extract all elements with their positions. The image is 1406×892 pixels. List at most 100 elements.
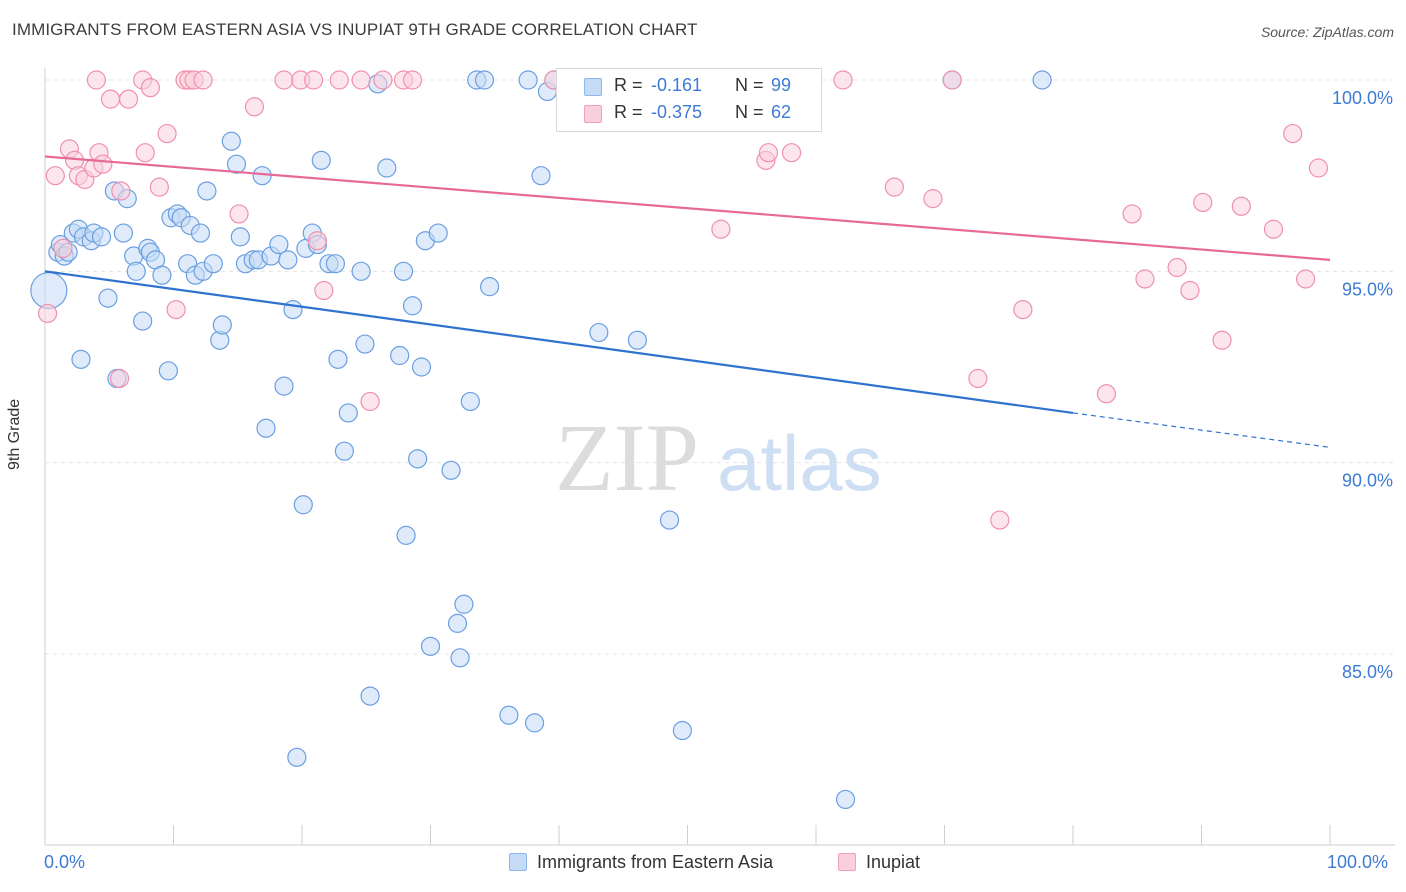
data-point xyxy=(283,300,303,320)
data-point xyxy=(411,357,432,377)
y-tick-label: 85.0% xyxy=(1342,662,1393,682)
data-point xyxy=(355,334,375,354)
data-point xyxy=(474,70,495,90)
data-point xyxy=(518,70,538,90)
watermark-zip: ZIP xyxy=(555,404,699,511)
data-point xyxy=(968,368,988,389)
data-point xyxy=(30,271,68,310)
data-point xyxy=(1295,269,1316,289)
data-point xyxy=(1122,204,1142,224)
data-point xyxy=(158,361,178,381)
data-point xyxy=(126,261,146,281)
data-point xyxy=(140,78,160,98)
chart-title: IMMIGRANTS FROM EASTERN ASIA VS INUPIAT … xyxy=(12,20,698,39)
data-point xyxy=(100,89,121,109)
data-point xyxy=(402,70,423,90)
data-point xyxy=(360,686,380,706)
data-point xyxy=(314,280,334,301)
data-point xyxy=(86,70,107,90)
y-tick-label: 90.0% xyxy=(1342,471,1393,491)
gridlines xyxy=(45,79,1395,655)
data-point xyxy=(229,204,249,224)
legend-n-value-eastern-asia: 99 xyxy=(771,75,792,95)
data-point xyxy=(589,322,609,343)
data-point xyxy=(1308,158,1329,178)
y-tick-label: 95.0% xyxy=(1342,279,1393,299)
legend-r-label: R = xyxy=(614,75,643,95)
legend-n-label: N = xyxy=(735,75,764,95)
data-point xyxy=(402,296,423,316)
data-point xyxy=(672,720,692,741)
data-point xyxy=(441,460,461,480)
data-point xyxy=(360,391,380,412)
legend-r-value-inupiat: -0.375 xyxy=(651,102,703,122)
data-point xyxy=(334,441,355,461)
bottom-legend-swatch-inupiat xyxy=(838,853,856,871)
data-point xyxy=(942,70,962,90)
series-inupiat xyxy=(37,70,1329,530)
data-point xyxy=(93,154,113,174)
y-tick-label: 100.0% xyxy=(1332,88,1393,108)
bottom-legend-inupiat: Inupiat xyxy=(838,852,920,873)
data-point xyxy=(157,123,177,144)
data-point xyxy=(1263,219,1284,239)
y-tick-labels: 100.0% 95.0% 90.0% 85.0% xyxy=(1332,88,1393,682)
data-point xyxy=(351,70,371,90)
data-point xyxy=(256,418,276,438)
legend-swatch-inupiat xyxy=(584,105,602,123)
data-point xyxy=(373,70,393,90)
data-point xyxy=(133,311,153,331)
x-tick-label-max: 100.0% xyxy=(1327,852,1389,872)
data-point xyxy=(923,189,943,209)
data-point xyxy=(377,158,397,178)
data-point xyxy=(990,510,1010,530)
data-point xyxy=(454,594,474,614)
data-point xyxy=(758,143,779,163)
y-axis-label: 9th Grade xyxy=(6,398,23,470)
data-point xyxy=(111,181,131,201)
data-point xyxy=(53,238,73,258)
data-point xyxy=(447,613,468,633)
data-point xyxy=(274,70,294,90)
data-point xyxy=(311,150,331,170)
data-point xyxy=(396,525,416,545)
data-point xyxy=(203,254,223,274)
data-point xyxy=(627,330,647,350)
data-point xyxy=(307,231,328,251)
data-point xyxy=(329,70,349,90)
data-point xyxy=(252,166,272,186)
legend-r-label: R = xyxy=(614,102,643,122)
data-point xyxy=(833,70,853,90)
data-point xyxy=(109,368,130,389)
data-point xyxy=(524,713,545,733)
trend-line-inupiat xyxy=(44,155,1331,261)
x-tick-label-min: 0.0% xyxy=(44,852,86,872)
data-point xyxy=(149,177,169,197)
trend-lines xyxy=(44,155,1331,448)
data-point xyxy=(287,747,307,767)
data-point xyxy=(221,131,241,151)
data-point xyxy=(197,181,217,201)
data-point xyxy=(1032,70,1052,90)
data-point xyxy=(152,265,172,285)
data-point xyxy=(393,261,414,281)
data-point xyxy=(338,403,358,423)
data-point xyxy=(351,261,371,281)
bottom-legend-label-eastern-asia: Immigrants from Eastern Asia xyxy=(537,852,774,872)
data-point xyxy=(1135,269,1155,289)
correlation-legend: R = -0.161 N = 99 R = -0.375 N = 62 xyxy=(556,68,822,132)
data-point xyxy=(113,223,133,243)
data-point xyxy=(884,177,904,197)
data-point xyxy=(91,227,112,247)
legend-r-value-eastern-asia: -0.161 xyxy=(651,75,703,95)
data-point xyxy=(420,636,441,656)
data-point xyxy=(98,288,118,308)
trend-line-extension xyxy=(1072,412,1331,448)
data-point xyxy=(499,705,519,725)
data-point xyxy=(166,300,186,320)
data-points xyxy=(30,70,1329,810)
bottom-legend-swatch-eastern-asia xyxy=(509,853,527,871)
data-point xyxy=(37,303,58,324)
data-point xyxy=(328,349,348,369)
